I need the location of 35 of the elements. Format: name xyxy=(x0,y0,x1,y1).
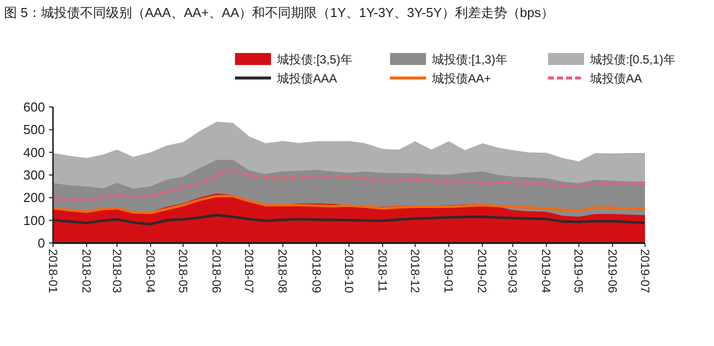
legend-label: 城投债AAA xyxy=(276,72,338,86)
legend-label: 城投债:[0.5,1)年 xyxy=(589,52,676,66)
x-tick-label: 2019-04 xyxy=(539,249,554,294)
x-tick-label: 2018-03 xyxy=(110,249,124,294)
x-tick-label: 2018-02 xyxy=(79,249,94,294)
line-series xyxy=(52,168,646,202)
x-tick-label: 2018-11 xyxy=(375,249,390,292)
x-tick-label: 2019-02 xyxy=(475,249,490,294)
legend-label: 城投债AA xyxy=(589,72,642,86)
y-tick-label: 100 xyxy=(23,212,45,228)
x-tick-label: 2018-06 xyxy=(210,249,224,294)
x-tick-label: 2018-08 xyxy=(276,249,290,294)
x-tick-label: 2018-01 xyxy=(46,249,60,294)
y-tick-label: 400 xyxy=(23,144,45,160)
y-tick-label: 0 xyxy=(38,236,45,251)
x-tick-label: 2019-05 xyxy=(572,249,586,294)
x-tick-label: 2019-07 xyxy=(638,249,652,294)
x-tick-label: 2018-07 xyxy=(242,249,256,294)
chart-title: 图 5：城投债不同级别（AAA、AA+、AA）和不同期限（1Y、1Y-3Y、3Y-5Y）利差走势（bps） xyxy=(4,5,554,20)
x-tick-label: 2018-12 xyxy=(408,249,422,294)
x-tick-label: 2018-09 xyxy=(309,249,324,294)
x-tick-label: 2019-03 xyxy=(506,249,520,294)
x-tick-label: 2018-05 xyxy=(176,249,190,294)
x-tick-label: 2019-01 xyxy=(442,249,456,294)
legend-label: 城投债:[3,5)年 xyxy=(276,52,352,66)
x-tick-label: 2018-10 xyxy=(342,249,356,294)
y-tick-label: 300 xyxy=(23,168,45,183)
y-tick-label: 500 xyxy=(23,122,45,138)
y-tick-label: 200 xyxy=(23,190,45,206)
x-tick-label: 2019-06 xyxy=(605,249,620,294)
x-tick-label: 2018-04 xyxy=(143,249,158,294)
legend-label: 城投债AA+ xyxy=(431,72,492,86)
y-tick-label: 600 xyxy=(23,100,45,115)
legend-label: 城投债:[1,3)年 xyxy=(431,52,508,66)
line-series xyxy=(52,194,646,214)
